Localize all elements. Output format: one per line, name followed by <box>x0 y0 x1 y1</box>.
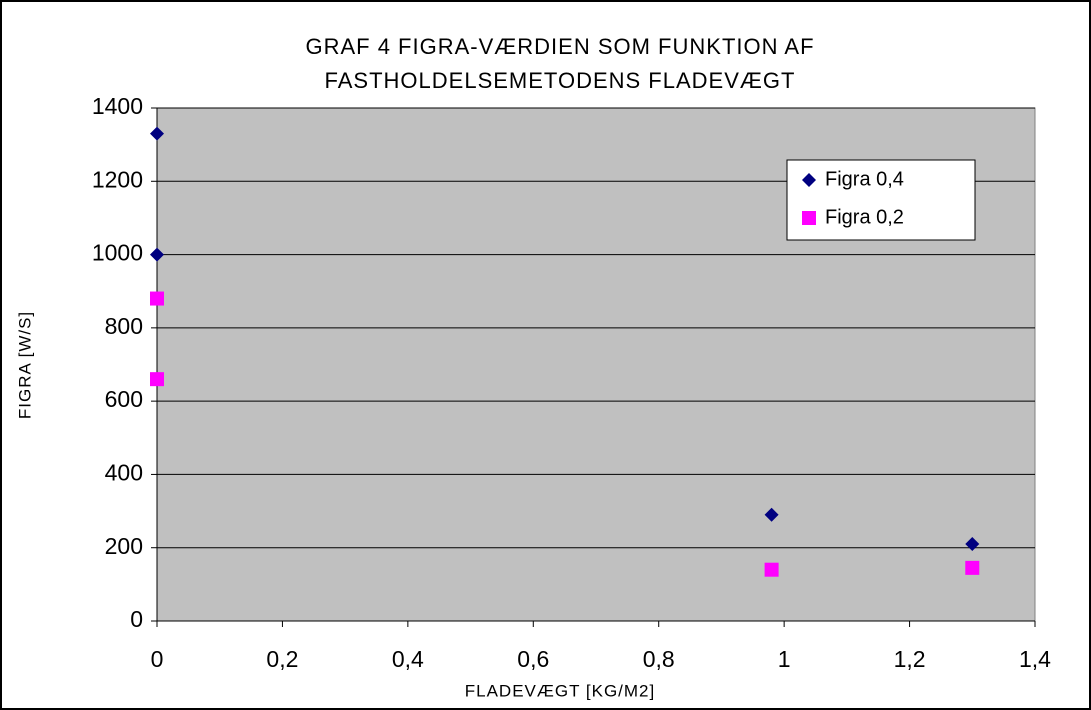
point <box>965 537 980 552</box>
point <box>764 507 779 522</box>
legend-swatch <box>802 173 816 187</box>
legend-label: Figra 0,4 <box>825 168 904 190</box>
x-tick-label: 0 <box>151 646 164 672</box>
point <box>150 372 164 387</box>
x-tick-label: 0,6 <box>517 646 549 672</box>
point <box>764 562 779 577</box>
x-tick-label: 1,2 <box>894 646 926 672</box>
y-axis-title: FIGRA [W/S] <box>15 311 34 419</box>
y-tick-label: 200 <box>105 533 143 559</box>
x-tick-label: 0,8 <box>643 646 675 672</box>
y-tick-label: 0 <box>130 606 143 632</box>
point <box>150 291 164 306</box>
x-axis-title: FLADEVÆGT [KG/M2] <box>465 681 656 700</box>
x-tick-label: 1 <box>778 646 791 672</box>
x-tick-label: 1,4 <box>1019 646 1051 672</box>
y-tick-label: 400 <box>105 460 143 486</box>
point <box>965 560 980 575</box>
y-tick-label: 1400 <box>92 93 143 119</box>
y-tick-label: 800 <box>105 313 143 339</box>
legend-swatch <box>802 211 816 225</box>
point <box>150 126 164 141</box>
x-tick-label: 0,2 <box>266 646 298 672</box>
y-tick-label: 1000 <box>92 240 143 266</box>
y-tick-label: 600 <box>105 386 143 412</box>
x-tick-label: 0,4 <box>392 646 424 672</box>
y-tick-label: 1200 <box>92 166 143 192</box>
legend <box>786 159 976 241</box>
legend-label: Figra 0,2 <box>825 206 904 228</box>
point <box>150 247 164 262</box>
chart-title: GRAF 4 FIGRA-VÆRDIEN SOM FUNKTION AF <box>305 34 814 59</box>
chart-title: FASTHOLDELSEMETODENS FLADEVÆGT <box>325 68 796 93</box>
